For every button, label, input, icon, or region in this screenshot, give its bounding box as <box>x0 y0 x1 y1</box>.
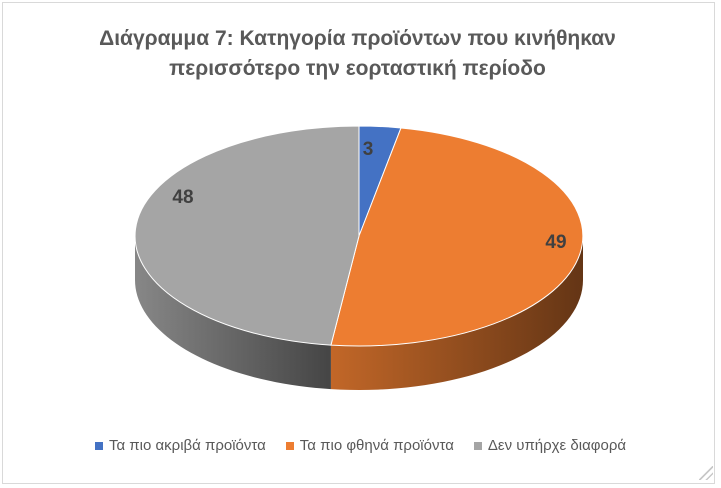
data-label-cheap: 49 <box>545 232 566 253</box>
chart-title-line-1: Διάγραμμα 7: Κατηγορία προϊόντων που κιν… <box>99 27 616 50</box>
chart-title: Διάγραμμα 7: Κατηγορία προϊόντων που κιν… <box>0 24 715 84</box>
data-label-expensive: 3 <box>363 139 374 160</box>
resize-handle[interactable] <box>699 466 713 480</box>
legend: Τα πιο ακριβά προϊόντα Τα πιο φθηνά προϊ… <box>0 437 721 454</box>
pie-side-cheap <box>330 236 583 390</box>
legend-swatch-cheap <box>285 441 294 450</box>
data-label-no-difference: 48 <box>172 187 193 208</box>
legend-swatch-expensive <box>94 441 103 450</box>
pie-slice-no-difference <box>134 125 360 346</box>
legend-label-expensive: Τα πιο ακριβά προϊόντα <box>108 437 266 454</box>
legend-item-expensive: Τα πιο ακριβά προϊόντα <box>94 437 266 454</box>
legend-item-no-difference: Δεν υπήρχε διαφορά <box>473 437 627 454</box>
pie-slice-cheap <box>330 127 584 347</box>
pie-side-no-difference <box>135 236 331 390</box>
chart-title-line-2: περισσότερο την εορταστική περίοδο <box>169 57 546 80</box>
legend-label-cheap: Τα πιο φθηνά προϊόντα <box>299 437 454 454</box>
legend-swatch-no-difference <box>473 441 482 450</box>
legend-item-cheap: Τα πιο φθηνά προϊόντα <box>285 437 454 454</box>
legend-label-no-difference: Δεν υπήρχε διαφορά <box>487 437 627 454</box>
